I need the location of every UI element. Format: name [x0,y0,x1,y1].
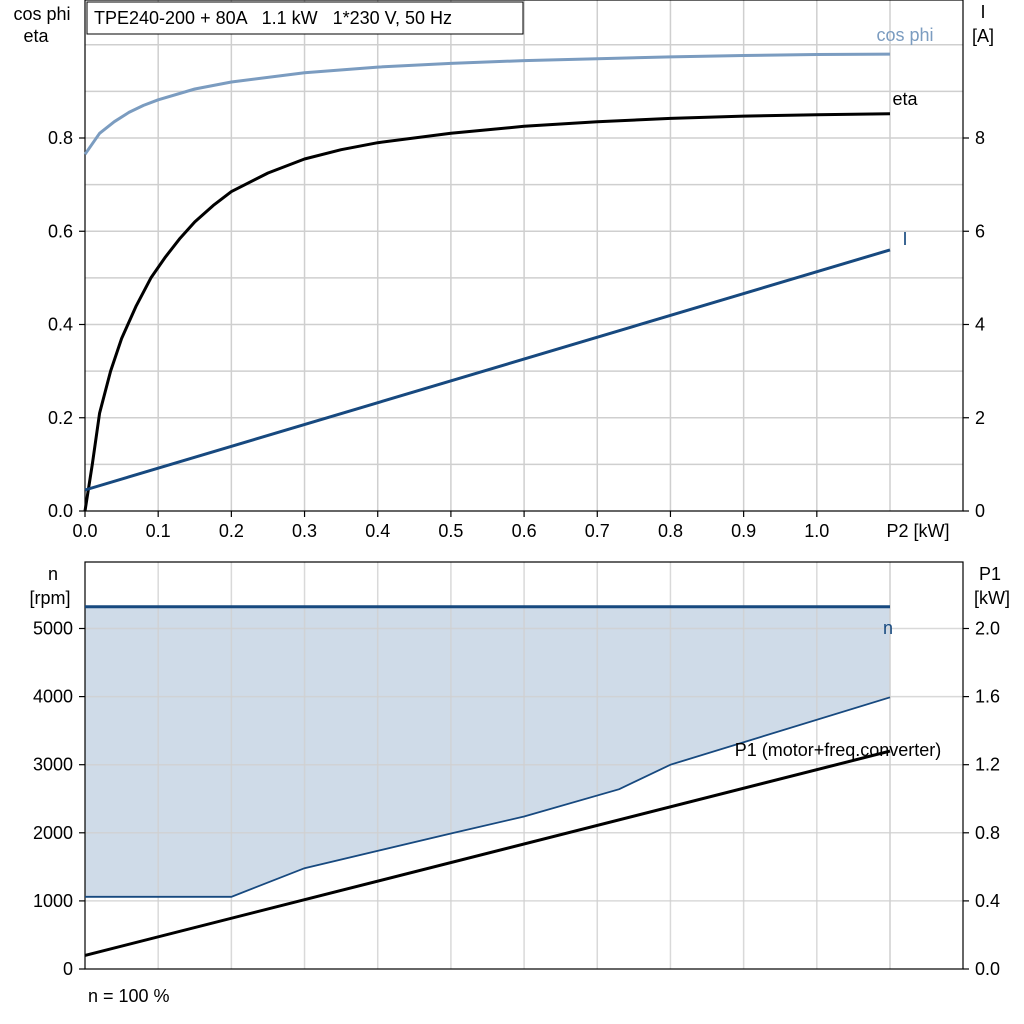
top-left-tick-label-3: 0.6 [48,221,73,241]
bottom-plot-frame [84,561,964,970]
bottom-left-tick-label-1: 1000 [33,891,73,911]
bottom-left-ticks: 0 1000 2000 3000 4000 5000 [33,619,85,979]
cosphi-line [83,52,891,156]
bottom-right-tick-label-2: 0.8 [975,823,1000,843]
top-x-tick-label-1: 0.1 [146,521,171,541]
title-text: TPE240-200 + 80A 1.1 kW 1*230 V, 50 Hz [94,8,452,28]
bottom-left-axis-label-1: n [48,564,58,584]
top-x-tick-label-7: 0.7 [585,521,610,541]
top-left-tick-label-1: 0.2 [48,408,73,428]
top-right-tick-label-2: 4 [975,315,985,335]
top-left-axis-label-1: cos phi [13,4,70,24]
top-x-tick-label-8: 0.8 [658,521,683,541]
top-x-tick-label-10: 1.0 [804,521,829,541]
speed-range-area [85,606,890,897]
top-right-tick-label-3: 6 [975,221,985,241]
top-x-tick-label-9: 0.9 [731,521,756,541]
footer-note: n = 100 % [88,986,170,1006]
top-x-ticks: 0.0 0.1 0.2 0.3 0.4 0.5 0.6 0.7 0.8 0.9 1.0 [72,511,829,541]
top-left-tick-label-2: 0.4 [48,315,73,335]
bottom-left-tick-label-3: 3000 [33,755,73,775]
top-right-tick-label-4: 8 [975,128,985,148]
bottom-right-axis-label-1: P1 [979,564,1001,584]
bottom-left-tick-label-4: 4000 [33,687,73,707]
bottom-right-tick-label-1: 0.4 [975,891,1000,911]
top-right-ticks: 0 2 4 6 8 [963,128,985,521]
bottom-right-tick-label-3: 1.2 [975,755,1000,775]
top-left-axis-label-2: eta [23,26,49,46]
bottom-right-ticks: 0.0 0.4 0.8 1.2 1.6 2.0 [963,619,1000,979]
label-p1: P1 (motor+freq.converter) [735,740,942,760]
top-right-axis-label-2: [A] [972,26,994,46]
bottom-left-tick-label-5: 5000 [33,619,73,639]
top-left-ticks: 0.0 0.2 0.4 0.6 0.8 [48,128,85,521]
top-gridlines [85,0,963,511]
top-right-axis-label-1: I [980,2,985,22]
eta-line [83,112,891,512]
bottom-left-tick-label-2: 2000 [33,823,73,843]
bottom-right-tick-label-4: 1.6 [975,687,1000,707]
top-x-tick-label-3: 0.3 [292,521,317,541]
speed-range-fill [85,606,890,897]
top-x-tick-label-2: 0.2 [219,521,244,541]
label-speed: n [883,618,893,638]
top-x-tick-label-4: 0.4 [365,521,390,541]
top-x-tick-label-5: 0.5 [438,521,463,541]
bottom-panel: 0 1000 2000 3000 4000 5000 0.0 0.4 0.8 1.2 1.6 2.0… [29,561,1010,1006]
speed-min-line [85,696,891,898]
top-right-tick-label-1: 2 [975,408,985,428]
top-x-axis-label: P2 [kW] [886,521,949,541]
top-left-tick-label-4: 0.8 [48,128,73,148]
p1-line [84,749,891,957]
bottom-left-tick-label-0: 0 [63,959,73,979]
label-eta: eta [892,89,918,109]
bottom-series [84,605,891,957]
bottom-right-tick-label-5: 2.0 [975,619,1000,639]
top-left-tick-label-0: 0.0 [48,501,73,521]
top-x-tick-label-0: 0.0 [72,521,97,541]
top-panel: 0.0 0.1 0.2 0.3 0.4 0.5 0.6 0.7 0.8 0.9 1.0 0.0 0.2… [13,0,994,541]
bottom-left-axis-label-2: [rpm] [29,588,70,608]
title-box [86,1,524,35]
current-line [84,248,891,492]
label-current: I [902,229,907,249]
label-cosphi: cos phi [876,25,933,45]
top-right-tick-label-0: 0 [975,501,985,521]
bottom-right-axis-label-2: [kW] [974,588,1010,608]
bottom-right-tick-label-0: 0.0 [975,959,1000,979]
top-x-tick-label-6: 0.6 [512,521,537,541]
top-series [83,52,891,512]
